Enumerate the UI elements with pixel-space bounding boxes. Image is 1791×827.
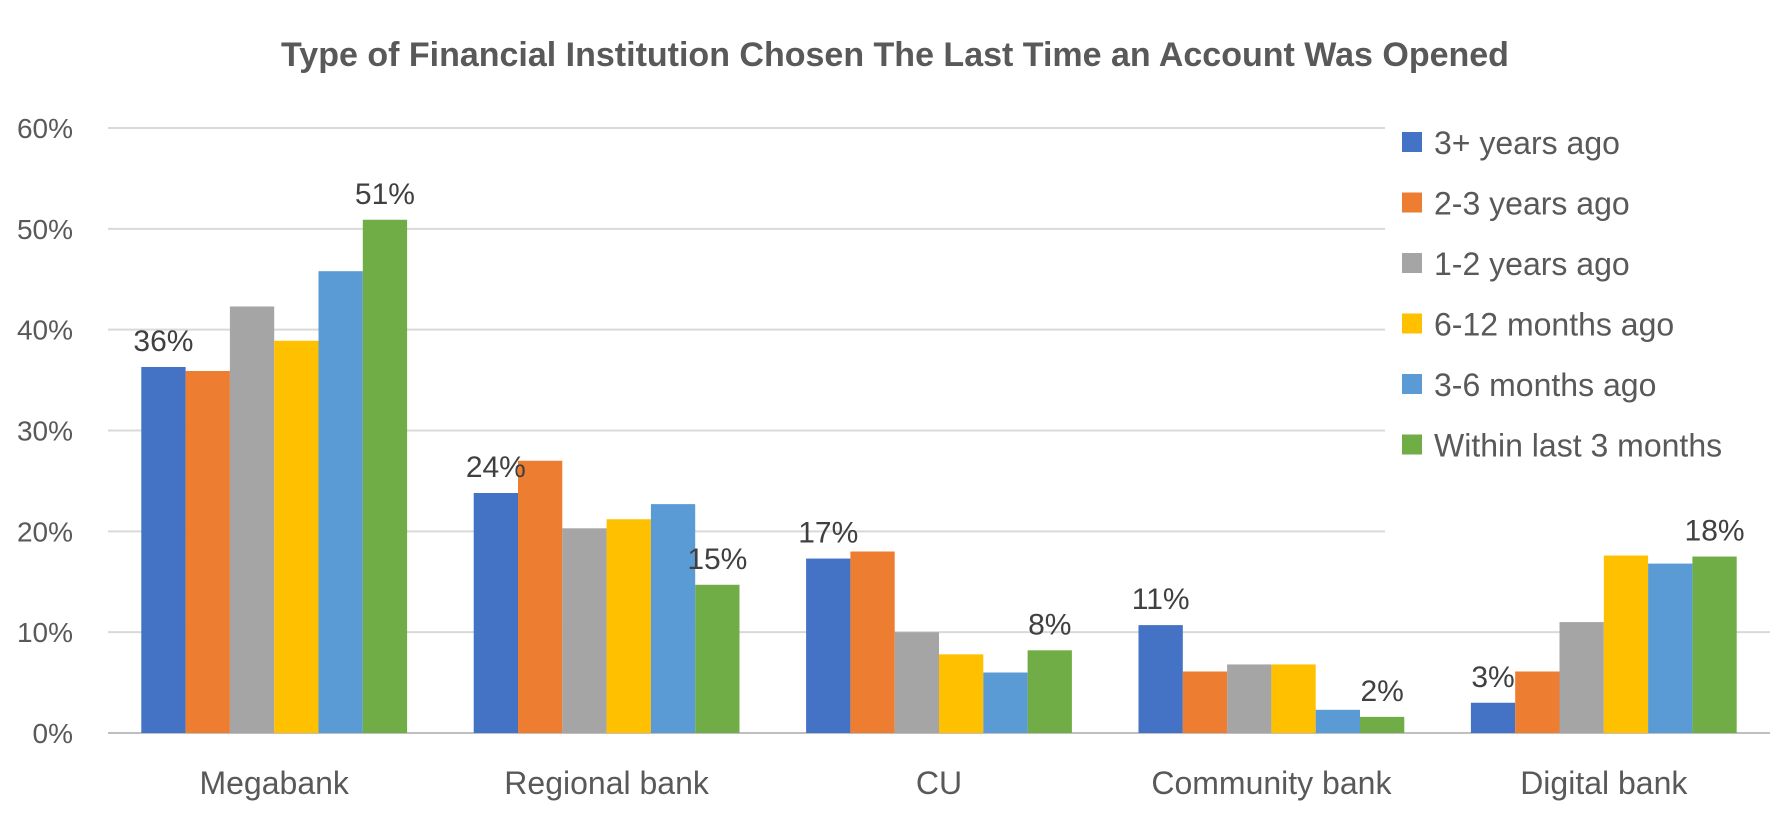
bar [1227, 664, 1272, 733]
bar [1027, 650, 1072, 733]
legend-label: 6-12 months ago [1434, 307, 1674, 343]
y-tick-label: 50% [17, 214, 73, 245]
data-label: 8% [1028, 608, 1071, 641]
bar [939, 654, 984, 733]
data-label: 11% [1132, 583, 1190, 616]
x-category-label: CU [916, 765, 962, 801]
y-tick-label: 20% [17, 516, 73, 547]
x-category-label: Digital bank [1520, 765, 1688, 801]
legend-label: 2-3 years ago [1434, 186, 1630, 222]
data-label: 17% [798, 517, 858, 550]
data-label: 2% [1360, 675, 1403, 708]
bar [518, 460, 563, 733]
data-label: 18% [1685, 515, 1745, 548]
bar [1360, 716, 1405, 733]
bar [1138, 625, 1183, 733]
legend-swatch [1402, 192, 1422, 213]
legend-swatch [1402, 313, 1422, 334]
bar [362, 219, 408, 734]
bar [1271, 664, 1316, 733]
bar [274, 340, 319, 733]
x-category-label: Community bank [1151, 765, 1392, 801]
legend-swatch [1402, 253, 1422, 273]
bar [1559, 622, 1604, 733]
data-label: 3% [1471, 661, 1514, 694]
x-axis-categories: Megabank Regional bank CU Community bank Dig… [199, 765, 1688, 801]
x-category-label: Regional bank [504, 765, 710, 801]
data-label: 51% [355, 178, 415, 211]
y-tick-label: 40% [17, 315, 73, 346]
data-labels: 36% 51% 24% 15% 17% 8% 11% 2% 3% 18% [133, 178, 1744, 708]
bar [141, 366, 186, 733]
bars [141, 219, 1737, 734]
bar [1603, 555, 1649, 733]
data-label: 36% [133, 325, 193, 358]
bar [473, 493, 518, 733]
legend-label: 3-6 months ago [1434, 367, 1656, 403]
bar [1470, 702, 1516, 733]
bar [1182, 671, 1228, 733]
legend: 3+ years ago 2-3 years ago 1-2 years ago 6-… [1402, 125, 1722, 464]
legend-swatch [1402, 374, 1422, 394]
legend-label: Within last 3 months [1434, 428, 1722, 464]
y-tick-label: 30% [17, 416, 73, 447]
bar [894, 632, 939, 733]
y-tick-label: 60% [17, 113, 73, 144]
y-axis-ticks: 0% 10% 20% 30% 40% 50% 60% [17, 113, 73, 749]
bar [1692, 556, 1737, 733]
y-tick-label: 0% [33, 718, 73, 749]
bar [1315, 709, 1360, 733]
y-tick-label: 10% [17, 617, 73, 648]
x-category-label: Megabank [199, 765, 349, 801]
legend-swatch [1402, 132, 1422, 152]
legend-label: 1-2 years ago [1434, 246, 1630, 282]
bar [806, 558, 851, 733]
data-label: 15% [687, 543, 747, 576]
bar [229, 306, 275, 733]
bar [850, 551, 895, 733]
bar [562, 528, 607, 733]
legend-swatch [1402, 434, 1422, 455]
bar [185, 371, 230, 733]
bar [318, 271, 363, 733]
chart-title: Type of Financial Institution Chosen The… [281, 36, 1509, 74]
bar [1648, 563, 1693, 733]
data-label: 24% [466, 451, 526, 484]
bar [1515, 671, 1560, 733]
bar [983, 672, 1028, 733]
legend-label: 3+ years ago [1434, 125, 1620, 161]
bar [650, 504, 696, 733]
bar [695, 584, 740, 733]
bar [606, 519, 651, 733]
